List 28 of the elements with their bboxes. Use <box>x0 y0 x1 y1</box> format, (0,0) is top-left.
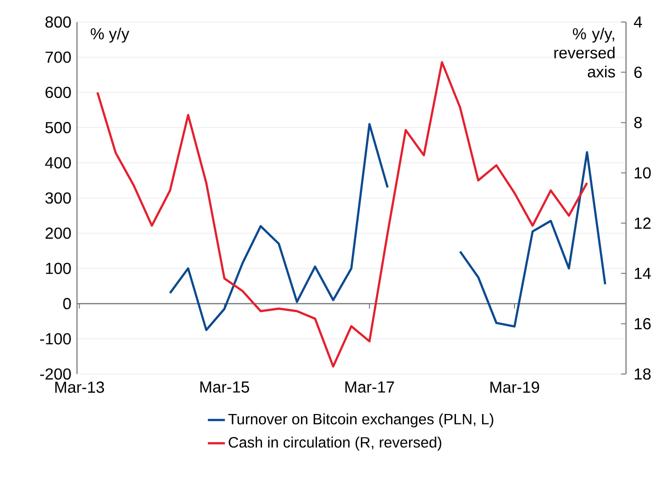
y-tick-label: -200 <box>40 368 71 380</box>
line-series <box>96 61 588 368</box>
x-tick-label: Mar-19 <box>490 382 540 393</box>
y-tick-label: 400 <box>45 157 71 168</box>
y2-tick-label: 16 <box>634 318 651 330</box>
y-tick-label: 300 <box>45 192 71 204</box>
y2-tick-label: 14 <box>634 268 651 279</box>
y-axis-title: % y/y <box>90 28 130 43</box>
y-tick-label: 700 <box>46 52 71 63</box>
x-tick-label: Mar-13 <box>55 382 104 393</box>
y2-tick-label: 12 <box>634 218 651 229</box>
x-tick-label: Mar-15 <box>200 382 250 393</box>
y2-axis-title: % y/y, reversed axis <box>554 28 615 78</box>
y-tick-label: 100 <box>46 262 71 274</box>
y-tick-label: 500 <box>45 122 71 134</box>
y-tick-label: 800 <box>45 16 71 28</box>
y-tick-label: 600 <box>46 86 71 98</box>
legend-label: Turnover on Bitcoin exchanges (PLN, L) <box>228 413 494 428</box>
y-tick-label: -100 <box>40 333 71 344</box>
y-tick-label: 200 <box>46 228 71 239</box>
legend-label: Cash in circulation (R, reversed) <box>228 436 442 451</box>
y2-tick-label: 8 <box>634 116 642 128</box>
y2-tick-label: 18 <box>634 368 651 380</box>
y2-tick-label: 4 <box>634 16 642 28</box>
x-tick-label: Mar-17 <box>345 382 394 393</box>
y2-tick-label: 10 <box>634 167 651 179</box>
y2-tick-label: 6 <box>634 66 642 78</box>
y-tick-label: 0 <box>63 298 71 310</box>
